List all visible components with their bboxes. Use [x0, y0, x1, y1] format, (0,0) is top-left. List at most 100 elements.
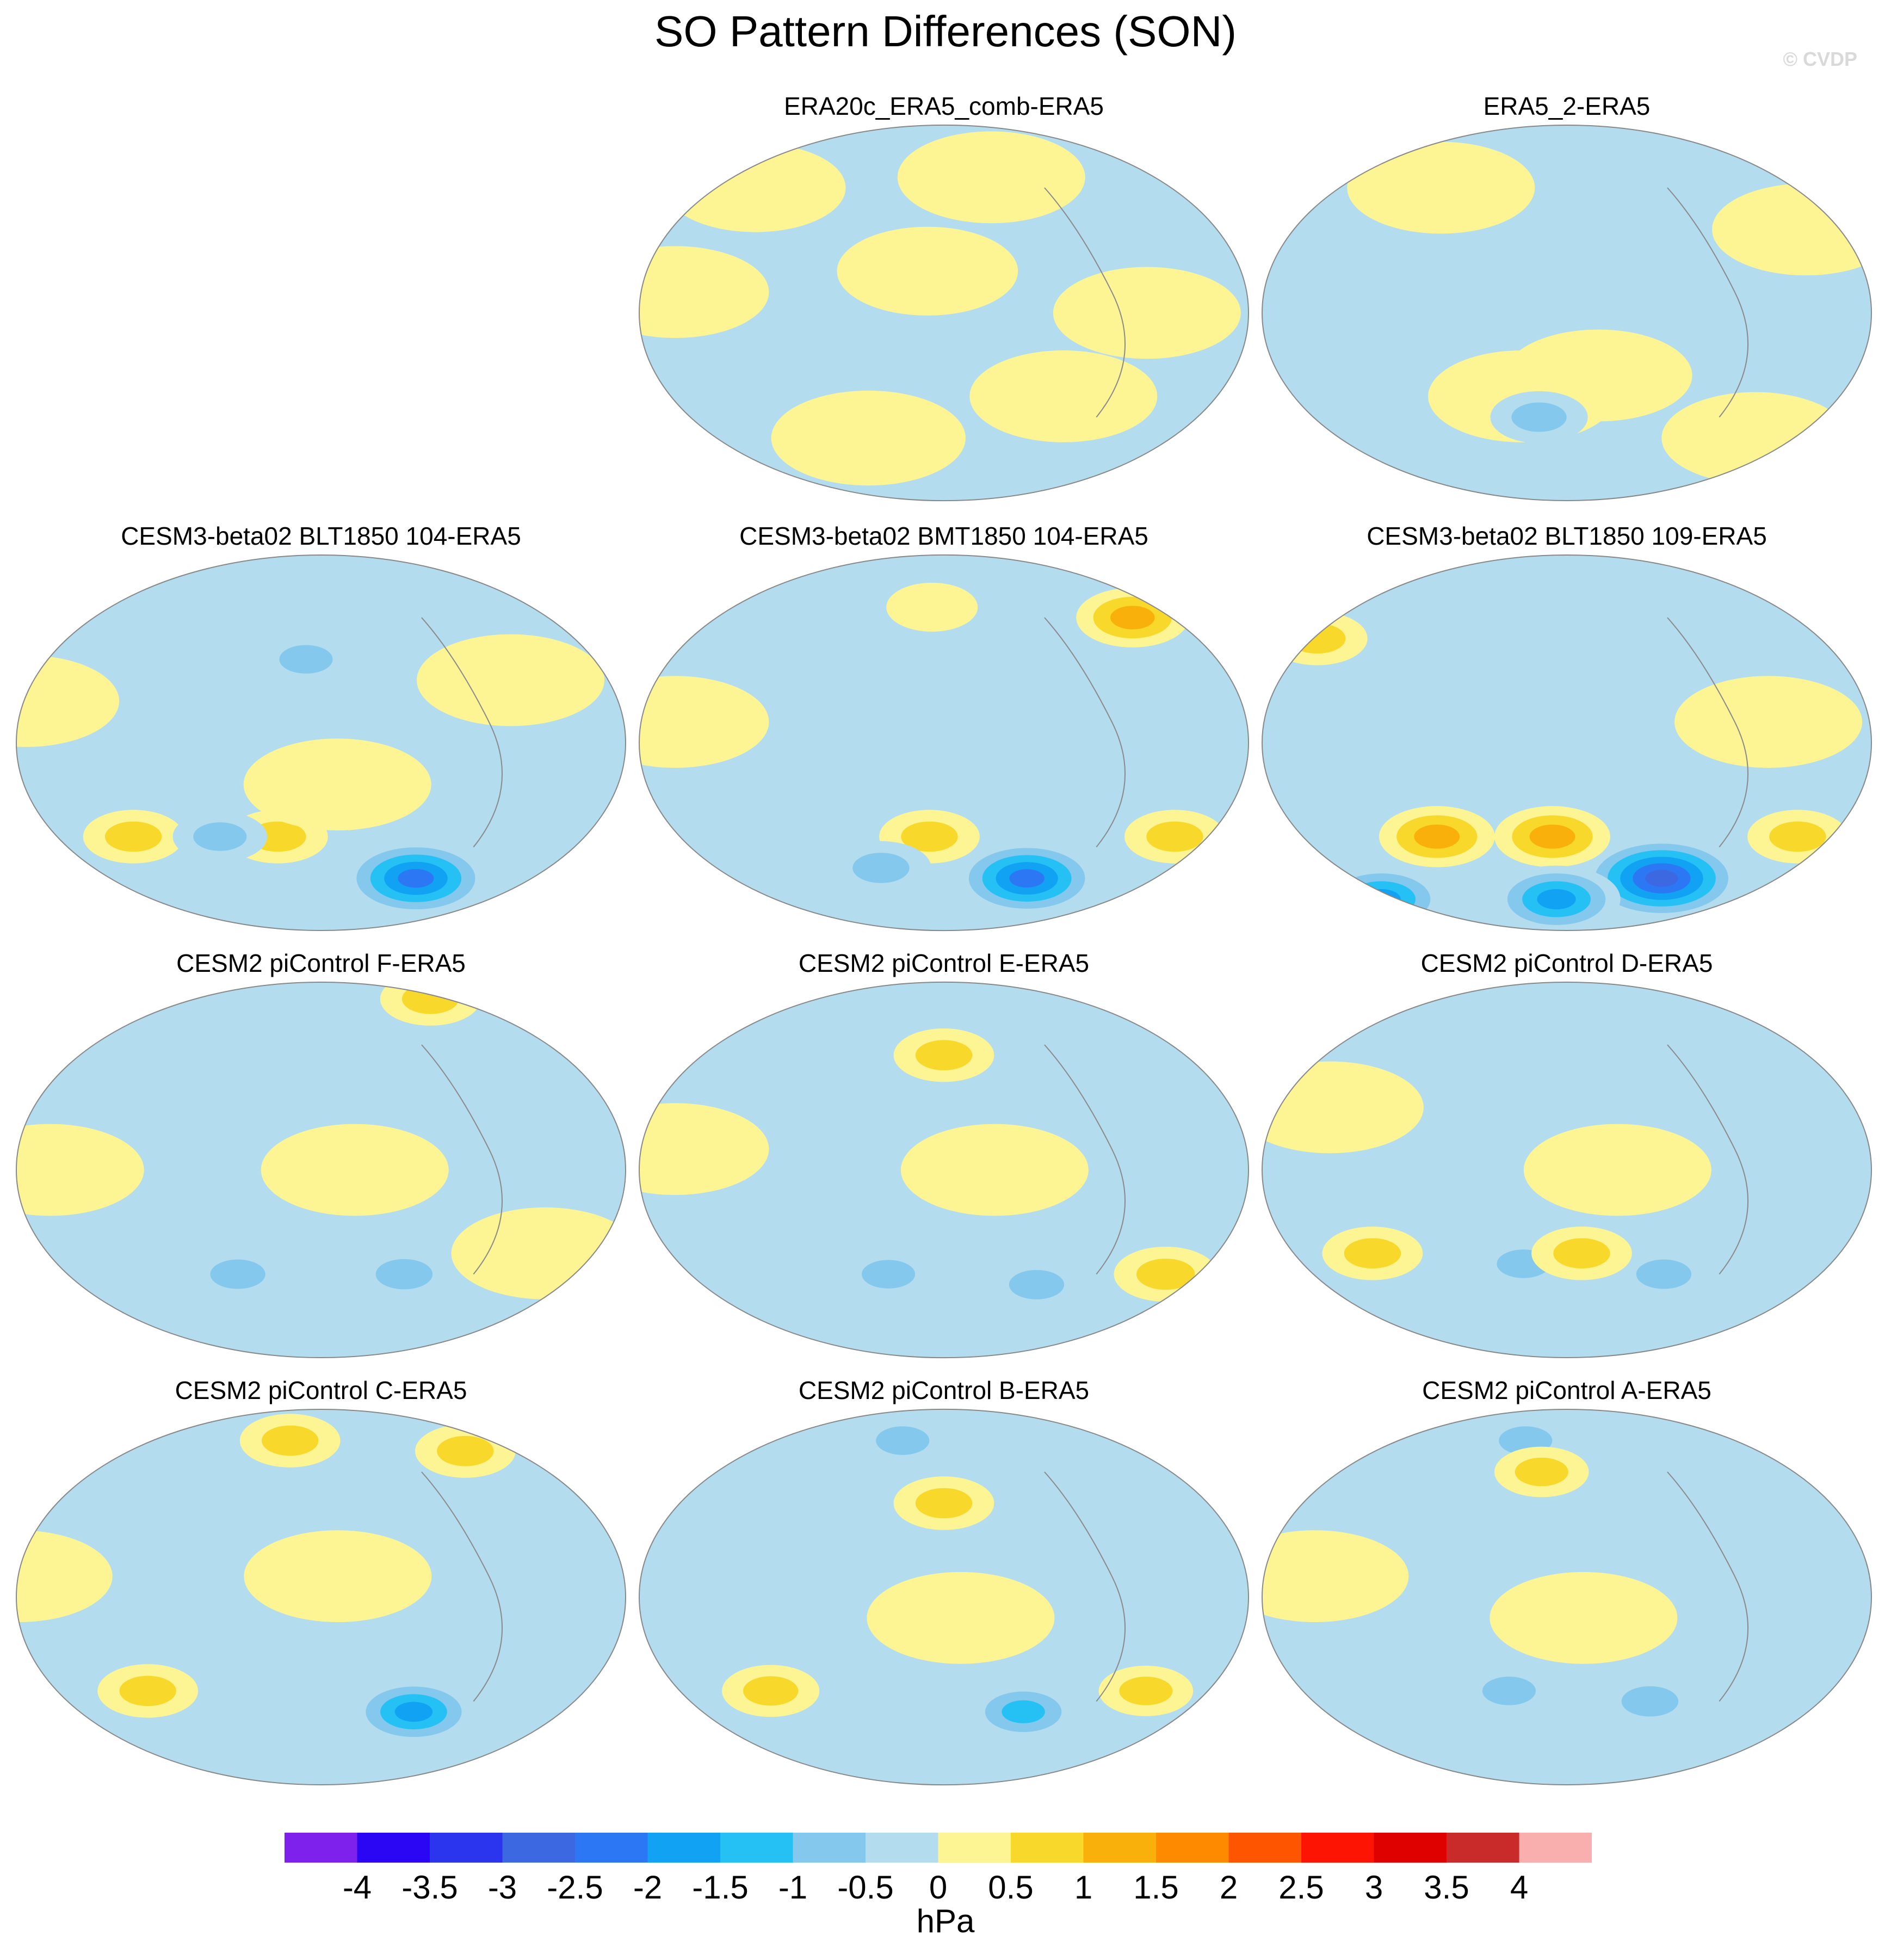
map-outline — [15, 982, 627, 1358]
colorbar-swatch — [1156, 1833, 1229, 1863]
colorbar-tick-label: 3.5 — [1424, 1869, 1469, 1906]
colorbar-swatch — [793, 1833, 866, 1863]
contour-region — [394, 1702, 433, 1722]
panel-title: CESM2 piControl C-ERA5 — [175, 1376, 467, 1404]
contour-region — [210, 1259, 265, 1289]
map-panel — [639, 1409, 1249, 1785]
contour-region — [16, 1124, 144, 1216]
panel-title: CESM2 piControl E-ERA5 — [798, 949, 1090, 977]
panel-title: CESM2 piControl F-ERA5 — [176, 949, 466, 977]
colorbar-tick-label: 1.5 — [1133, 1869, 1179, 1906]
watermark-text: © CVDP — [1783, 48, 1857, 70]
colorbar-swatch — [285, 1833, 357, 1863]
colorbar-tick-label: -3 — [487, 1869, 517, 1906]
contour-region — [897, 131, 1085, 224]
colorbar-swatch — [1447, 1833, 1519, 1863]
contour-region — [1146, 821, 1203, 852]
coastline — [1044, 617, 1126, 848]
map-outline — [1261, 1409, 1873, 1785]
contour-region — [1053, 267, 1241, 359]
panel-title: CESM2 piControl D-ERA5 — [1420, 949, 1713, 977]
colorbar-tick-label: 2.5 — [1278, 1869, 1324, 1906]
panel-title: CESM3-beta02 BLT1850 109-ERA5 — [1367, 522, 1767, 550]
panel-title: CESM3-beta02 BLT1850 104-ERA5 — [121, 522, 521, 550]
contour-region — [1119, 1677, 1173, 1705]
contour-region — [852, 853, 910, 883]
contour-region — [1553, 1238, 1610, 1269]
coastline — [421, 1471, 503, 1702]
contour-region — [771, 390, 966, 486]
colorbar-tick-label: -3.5 — [401, 1869, 458, 1906]
contour-region — [437, 1435, 494, 1466]
contour-region — [279, 645, 333, 674]
contour-region — [243, 738, 431, 831]
contour-region — [104, 821, 162, 852]
contour-region — [16, 655, 120, 747]
contour-region — [261, 1425, 319, 1456]
contour-region — [244, 1530, 432, 1623]
contour-region — [1344, 1238, 1401, 1269]
contour-region — [1414, 824, 1460, 849]
map-outline — [638, 554, 1250, 931]
contour-region — [1009, 869, 1045, 888]
contour-region — [1515, 1457, 1568, 1487]
coastline — [1667, 617, 1749, 848]
contour-region — [639, 676, 769, 768]
contour-region — [1002, 1700, 1045, 1723]
map-panel — [16, 555, 626, 930]
contour-region — [915, 1488, 973, 1519]
colorbar-tick-label: -1.5 — [692, 1869, 749, 1906]
colorbar-swatch — [1519, 1833, 1592, 1863]
colorbar-swatch — [1374, 1833, 1447, 1863]
contour-region — [1636, 1259, 1692, 1289]
map-panel — [639, 125, 1249, 501]
contour-region — [1110, 606, 1155, 630]
contour-region — [639, 246, 769, 338]
colorbar-tick-label: -4 — [342, 1869, 372, 1906]
map-panel — [639, 982, 1249, 1358]
contour-region — [1523, 1124, 1711, 1216]
colorbar-swatch — [720, 1833, 793, 1863]
contour-region — [1511, 402, 1567, 432]
colorbar-swatch — [357, 1833, 430, 1863]
colorbar-swatch — [430, 1833, 503, 1863]
map-outline — [638, 125, 1250, 501]
colorbar-swatch — [502, 1833, 575, 1863]
contour-region — [862, 1260, 916, 1289]
contour-region — [398, 868, 434, 888]
coastline — [1044, 187, 1126, 418]
colorbar-swatch — [647, 1833, 720, 1863]
panel-title: ERA5_2-ERA5 — [1483, 92, 1651, 120]
map-outline — [1261, 125, 1873, 501]
colorbar-swatch — [866, 1833, 938, 1863]
colorbar-tick-label: 4 — [1510, 1869, 1529, 1906]
contour-region — [1529, 824, 1575, 849]
colorbar-tick-label: 2 — [1219, 1869, 1238, 1906]
colorbar-swatch — [1228, 1833, 1301, 1863]
colorbar-swatch — [1011, 1833, 1084, 1863]
coastline — [421, 1044, 503, 1275]
contour-region — [901, 821, 958, 852]
contour-region — [867, 1571, 1055, 1664]
contour-region — [119, 1675, 176, 1706]
map-outline — [1261, 554, 1873, 931]
contour-region — [837, 226, 1018, 316]
map-outline — [638, 1409, 1250, 1785]
contour-region — [1674, 676, 1863, 768]
map-panel — [1262, 1409, 1871, 1785]
contour-region — [1621, 1686, 1679, 1717]
coastline — [1667, 1044, 1749, 1275]
coastline — [1044, 1471, 1126, 1702]
panel-title: CESM2 piControl A-ERA5 — [1422, 1376, 1711, 1404]
map-outline — [638, 982, 1250, 1358]
panel-title: ERA20c_ERA5_comb-ERA5 — [783, 92, 1104, 120]
panel-title: CESM2 piControl B-ERA5 — [798, 1376, 1090, 1404]
colorbar-tick-label: 3 — [1364, 1869, 1383, 1906]
contour-region — [375, 1259, 433, 1290]
coastline — [1667, 1471, 1749, 1702]
contour-region — [1537, 889, 1576, 910]
map-outline — [1261, 982, 1873, 1358]
colorbar-swatch — [575, 1833, 648, 1863]
colorbar-tick-label: -2.5 — [547, 1869, 603, 1906]
map-panel — [1262, 125, 1871, 501]
